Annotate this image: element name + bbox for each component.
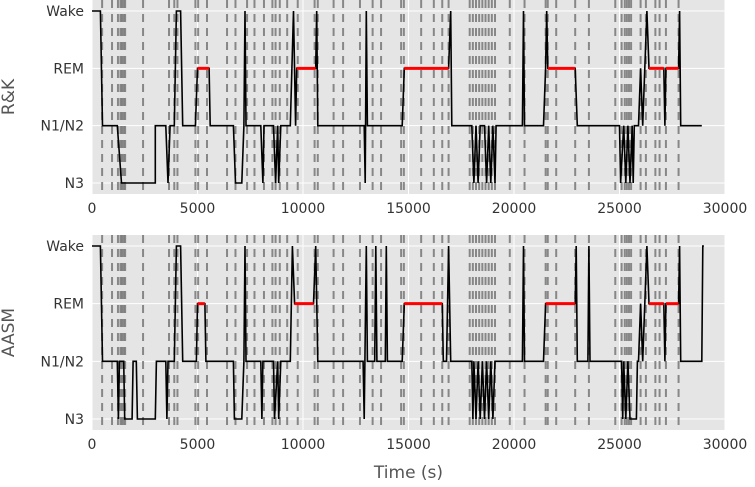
y-tick-label: N1/N2 (41, 354, 84, 370)
x-tick-label: 15000 (386, 201, 431, 217)
x-tick-label: 25000 (597, 437, 642, 453)
y-tick-label: Wake (46, 239, 84, 255)
y-tick-label: REM (53, 297, 84, 313)
x-tick-label: 10000 (281, 201, 326, 217)
y-tick-label: N3 (65, 176, 84, 192)
y-axis-label: R&K (0, 78, 19, 115)
x-tick-label: 10000 (281, 437, 326, 453)
y-axis-label: AASM (0, 308, 19, 357)
x-tick-label: 25000 (597, 201, 642, 217)
y-tick-label: Wake (46, 4, 84, 20)
x-tick-label: 0 (88, 201, 97, 217)
x-tick-label: 30000 (703, 437, 748, 453)
y-tick-label: N3 (65, 412, 84, 428)
x-tick-label: 30000 (703, 201, 748, 217)
x-tick-label: 15000 (386, 437, 431, 453)
panel-2: N3 N1/N2 REM Wake 0 5000 10000 15000 20000 25000 3… (0, 235, 747, 483)
x-tick-label: 20000 (492, 201, 537, 217)
x-tick-label: 20000 (492, 437, 537, 453)
x-tick-label: 0 (88, 437, 97, 453)
hypnogram-line (92, 245, 704, 420)
panel-1: N3 N1/N2 REM Wake 0 5000 10000 15000 20000 25000 3… (0, 0, 747, 217)
x-axis-label: Time (s) (373, 463, 443, 483)
y-tick-label: N1/N2 (41, 119, 84, 135)
x-tick-label: 5000 (180, 437, 216, 453)
x-tick-label: 5000 (180, 201, 216, 217)
y-tick-label: REM (53, 61, 84, 77)
